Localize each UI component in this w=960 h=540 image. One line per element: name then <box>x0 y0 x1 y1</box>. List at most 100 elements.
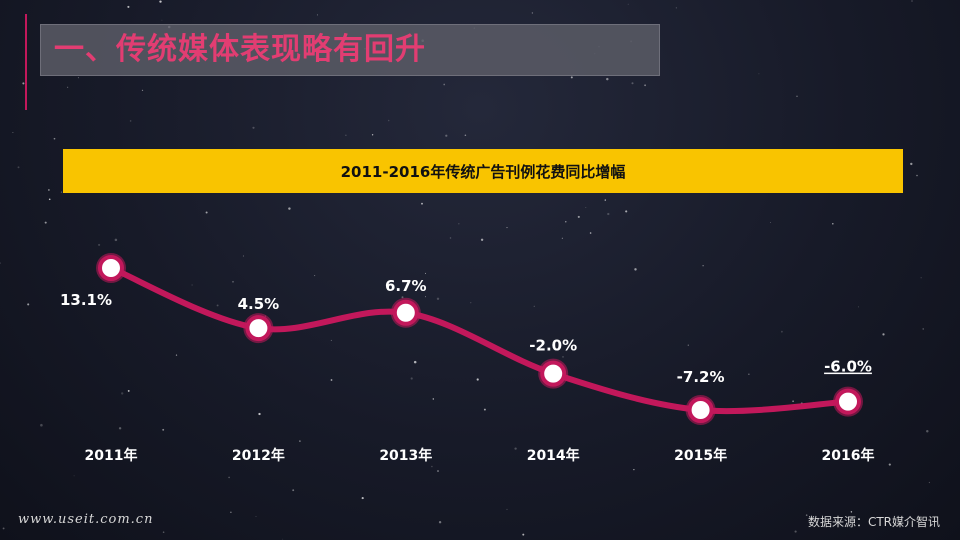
star <box>607 212 610 216</box>
star <box>792 400 794 403</box>
star <box>314 275 316 277</box>
star <box>675 7 677 9</box>
star <box>2 527 5 530</box>
star <box>633 468 635 471</box>
chart-title-banner: 2011-2016年传统广告刊例花费同比增幅 <box>63 149 903 193</box>
star <box>330 379 333 381</box>
star <box>533 305 535 307</box>
star <box>625 210 628 213</box>
star <box>604 199 606 201</box>
star <box>162 428 165 431</box>
star <box>118 427 122 430</box>
star <box>98 243 101 246</box>
star <box>770 222 771 223</box>
x-tick-label: 2012年 <box>232 447 285 464</box>
star <box>832 222 834 225</box>
star <box>449 237 452 239</box>
star <box>928 481 931 484</box>
chart-title: 2011-2016年传统广告刊例花费同比增幅 <box>340 162 626 181</box>
data-point <box>392 299 419 326</box>
star <box>330 339 332 341</box>
star <box>911 0 913 2</box>
star <box>191 284 193 286</box>
star <box>205 211 208 214</box>
star <box>73 475 75 477</box>
x-tick-label: 2014年 <box>527 447 580 464</box>
star <box>141 89 144 92</box>
star <box>288 207 291 210</box>
star <box>687 344 689 346</box>
data-point <box>687 397 714 423</box>
star <box>577 215 580 218</box>
star <box>316 14 318 16</box>
star <box>562 356 564 358</box>
star <box>854 362 856 364</box>
data-source: 数据来源：CTR媒介智讯 <box>807 515 940 529</box>
star <box>438 521 442 524</box>
x-tick-label: 2015年 <box>674 447 727 464</box>
star <box>162 531 165 533</box>
star <box>805 514 808 516</box>
star <box>161 19 163 21</box>
title-box <box>40 24 660 76</box>
star <box>432 398 434 400</box>
star <box>371 134 374 136</box>
star <box>232 280 234 283</box>
star <box>606 77 609 81</box>
star <box>127 389 130 392</box>
star <box>361 497 364 500</box>
star <box>796 95 798 98</box>
star <box>483 408 486 411</box>
star <box>159 0 162 3</box>
star <box>228 476 230 479</box>
x-tick-label: 2011年 <box>85 447 138 464</box>
star <box>420 451 423 454</box>
star <box>644 84 646 87</box>
star <box>12 131 14 134</box>
star <box>114 238 118 242</box>
star <box>702 265 704 267</box>
accent-line <box>25 14 27 110</box>
star <box>531 12 534 14</box>
star <box>627 3 629 5</box>
star <box>522 533 525 536</box>
star <box>242 255 244 257</box>
star <box>506 227 508 229</box>
star <box>77 77 79 79</box>
star <box>794 530 797 533</box>
star <box>255 516 257 517</box>
star <box>443 83 446 86</box>
star <box>216 304 219 307</box>
star <box>570 76 573 79</box>
star <box>464 134 467 137</box>
data-label: 13.1% <box>60 291 112 309</box>
star <box>922 328 924 330</box>
star <box>565 221 567 223</box>
star <box>60 191 63 193</box>
data-label: -7.2% <box>677 368 725 386</box>
star <box>916 174 918 177</box>
star <box>589 232 592 234</box>
star <box>22 82 25 85</box>
star <box>470 302 472 304</box>
star <box>424 296 426 298</box>
website-url: www.useit.com.cn <box>18 512 154 527</box>
star <box>436 297 440 301</box>
star <box>882 333 885 336</box>
star <box>48 198 51 201</box>
star <box>910 162 913 166</box>
star <box>387 119 390 122</box>
page-title: 一、传统媒体表现略有回升 <box>54 32 426 67</box>
star <box>425 272 426 274</box>
star <box>920 277 922 279</box>
star <box>561 237 563 239</box>
star <box>431 465 433 468</box>
star <box>27 303 30 306</box>
data-point <box>540 360 567 387</box>
star <box>292 489 295 492</box>
star <box>445 134 448 137</box>
star <box>413 360 417 364</box>
star <box>421 202 423 205</box>
data-label: -6.0% <box>824 358 872 376</box>
